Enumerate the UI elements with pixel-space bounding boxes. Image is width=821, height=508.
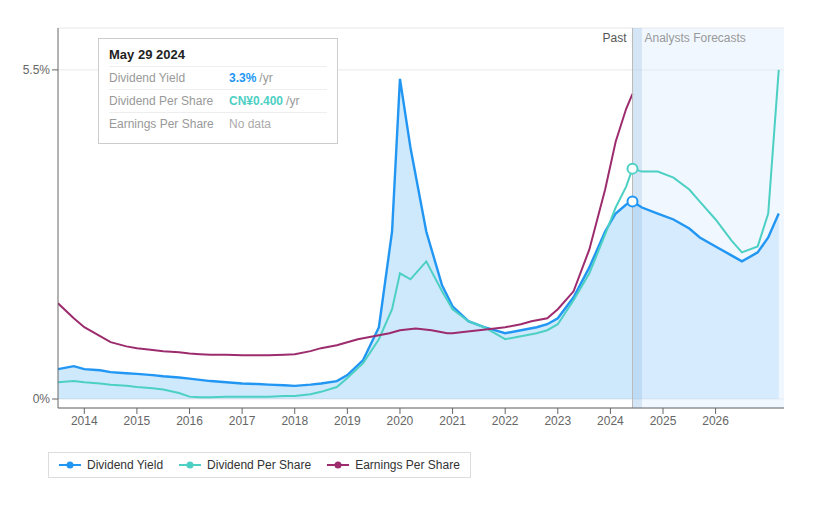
svg-text:2022: 2022 [492, 414, 519, 428]
html-text:No data: No data [229, 117, 271, 131]
html-text:May 29 2024: May 29 2024 [109, 47, 185, 62]
svg-text:2014: 2014 [71, 414, 98, 428]
svg-text:2024: 2024 [597, 414, 624, 428]
html-text:CN¥0.400 /yr: CN¥0.400 /yr [229, 94, 300, 108]
svg-text:2020: 2020 [387, 414, 414, 428]
svg-text:Analysts Forecasts: Analysts Forecasts [644, 31, 745, 45]
html-text:Dividend Yield: Dividend Yield [87, 458, 164, 472]
svg-text:2016: 2016 [176, 414, 203, 428]
svg-text:2019: 2019 [334, 414, 361, 428]
html-text:Earnings Per Share: Earnings Per Share [109, 117, 214, 131]
svg-text:2021: 2021 [439, 414, 466, 428]
html-text:Dividend Yield: Dividend Yield [109, 71, 186, 85]
svg-text:2015: 2015 [124, 414, 151, 428]
svg-text:2017: 2017 [229, 414, 256, 428]
html-text:Dividend Per Share: Dividend Per Share [109, 94, 214, 108]
svg-text:0%: 0% [33, 392, 51, 406]
svg-text:2023: 2023 [544, 414, 571, 428]
svg-text:2026: 2026 [702, 414, 729, 428]
html-text:Earnings Per Share: Earnings Per Share [355, 458, 460, 472]
svg-text:Past: Past [602, 31, 627, 45]
html-text:3.3% /yr: 3.3% /yr [229, 71, 273, 85]
svg-text:2025: 2025 [650, 414, 677, 428]
svg-text:5.5%: 5.5% [23, 63, 51, 77]
svg-text:2018: 2018 [281, 414, 308, 428]
html-text:Dividend Per Share: Dividend Per Share [207, 458, 312, 472]
